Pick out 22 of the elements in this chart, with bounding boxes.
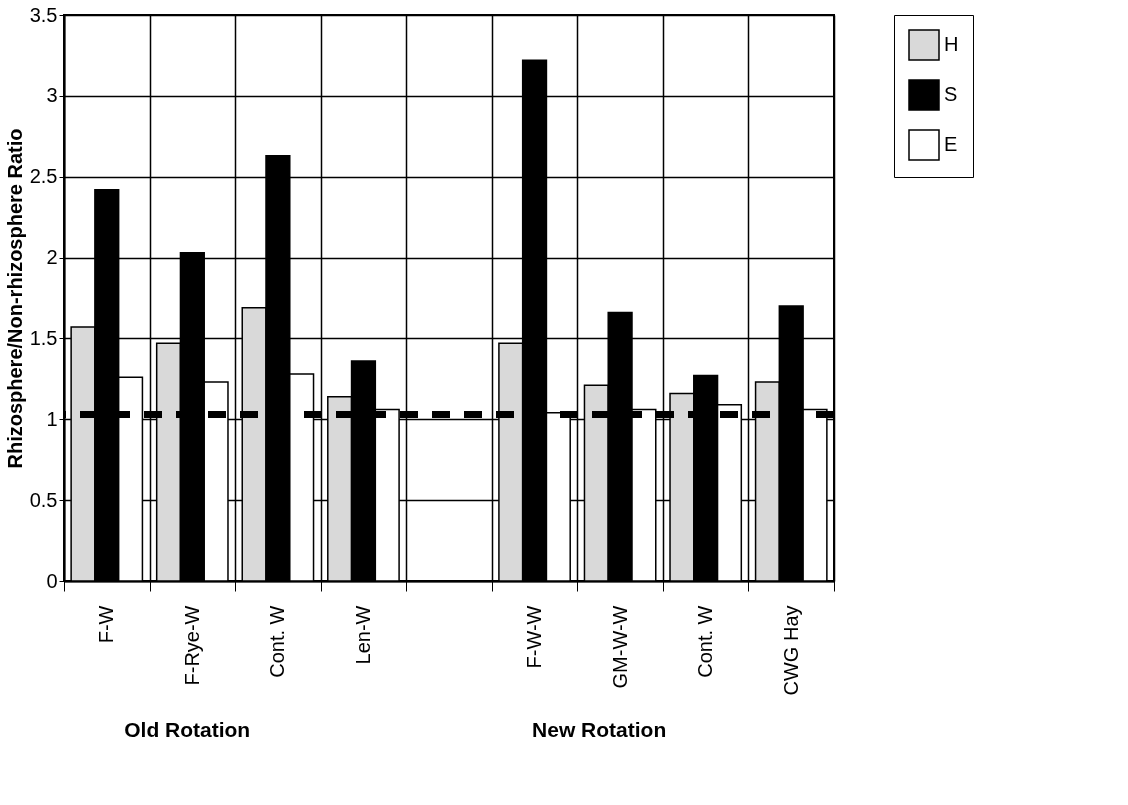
text: New Rotation: [532, 718, 667, 741]
y-tick-label: 3.5: [29, 3, 58, 26]
y-tick-label: 3: [46, 84, 58, 107]
x-tick-label: CWG Hay: [779, 605, 802, 696]
y-tick-label: 2: [46, 246, 58, 269]
x-tick-label: F-W: [95, 605, 118, 644]
x-tick-label: F-W-W: [523, 605, 546, 669]
legend-label: S: [944, 83, 958, 105]
text: Old Rotation: [124, 718, 251, 741]
y-axis-title: Rhizosphere/Non-rhizosphere Ratio: [3, 128, 26, 469]
x-tick-label: Cont. W: [694, 605, 717, 678]
legend-label: H: [944, 33, 959, 55]
x-tick-label: Cont. W: [266, 605, 289, 678]
x-tick-label: F-Rye-W: [180, 605, 203, 686]
y-tick-label: 1.5: [29, 326, 58, 349]
legend-label: E: [944, 133, 958, 155]
y-tick-label: 0.5: [29, 488, 58, 511]
y-tick-label: 0: [46, 569, 58, 592]
y-tick-label: 1: [46, 407, 58, 430]
x-tick-label: Len-W: [351, 605, 374, 665]
y-tick-label: 2.5: [29, 165, 58, 188]
x-tick-label: GM-W-W: [608, 605, 631, 689]
